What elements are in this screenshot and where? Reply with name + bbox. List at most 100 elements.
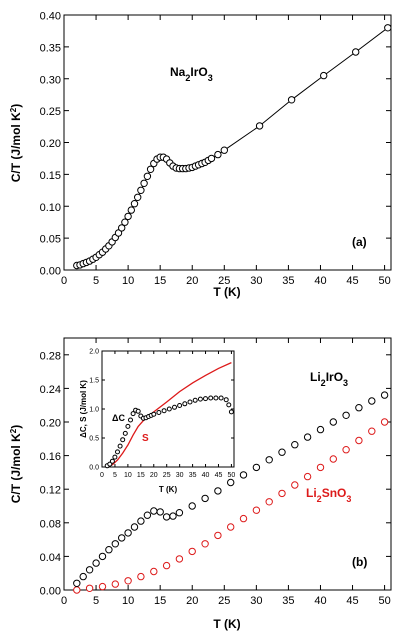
data-point (239, 514, 248, 523)
panel-b-x-axis-label: T (K) (213, 617, 240, 631)
x-tick-label: 5 (113, 472, 117, 479)
panel-a-y-axis-label: C/T (J/mol K2) (9, 104, 24, 182)
data-point (303, 433, 312, 441)
x-tick-label: 35 (282, 595, 294, 607)
data-point (380, 391, 389, 399)
x-tick-label: 15 (154, 595, 166, 607)
data-point (124, 577, 132, 585)
data-point (303, 472, 312, 481)
inset-x-axis-label: T (K) (159, 485, 178, 494)
y-tick-label: 0.00 (40, 586, 61, 598)
data-point (384, 24, 392, 32)
y-tick-label: 0.20 (40, 138, 61, 150)
data-point (172, 404, 177, 410)
data-point (227, 478, 235, 487)
data-point (111, 540, 120, 548)
panel-a-frame (63, 14, 392, 271)
inset-y-axis-label: ΔC, S (J/mol K) (79, 380, 88, 438)
data-point (208, 395, 214, 401)
data-point (192, 397, 198, 403)
data-point (252, 463, 261, 472)
data-point (143, 511, 152, 519)
x-tick-label: 5 (93, 275, 99, 287)
y-tick-label: 0.24 (40, 384, 61, 396)
data-point (122, 430, 128, 436)
data-point (137, 186, 145, 195)
data-point (177, 403, 183, 408)
data-point (342, 446, 350, 454)
x-tick-label: 25 (218, 275, 230, 287)
x-tick-label: 0 (61, 595, 67, 607)
data-point (140, 179, 148, 188)
data-point (92, 559, 100, 567)
x-tick-label: 40 (202, 472, 210, 479)
y-tick-label: 0.0 (89, 465, 99, 472)
panel-a-label: (a) (352, 235, 367, 249)
x-tick-label: 15 (154, 275, 166, 287)
data-point (316, 425, 325, 434)
y-tick-label: 0.28 (40, 350, 61, 362)
x-tick-label: 25 (163, 472, 171, 479)
y-tick-label: 0.00 (40, 266, 61, 278)
data-point (201, 494, 209, 503)
data-point (98, 582, 107, 591)
data-point (278, 489, 286, 498)
x-tick-label: 20 (186, 275, 198, 287)
x-tick-label: 10 (122, 595, 134, 607)
data-point (188, 547, 196, 556)
data-point (134, 193, 142, 202)
x-tick-label: 20 (150, 472, 158, 479)
data-point (287, 96, 296, 104)
data-point (169, 512, 177, 520)
data-point (197, 396, 203, 402)
x-tick-label: 20 (186, 595, 198, 607)
x-tick-label: 50 (378, 275, 390, 287)
data-point (368, 397, 376, 405)
data-point (124, 212, 132, 221)
panel-b-label: (b) (352, 555, 367, 569)
panel-b-axes: 0 5 10 15 20 25 30 35 40 45 500.000.040.080.120.16… (40, 338, 391, 607)
x-tick-label: 0 (61, 275, 67, 287)
data-point (214, 531, 222, 540)
inset-delta-c-label: ΔC (112, 413, 125, 423)
data-point (255, 122, 264, 130)
x-tick-label: 35 (189, 472, 197, 479)
x-tick-label: 40 (314, 595, 326, 607)
x-tick-label: 10 (124, 472, 132, 479)
x-tick-label: 5 (93, 595, 99, 607)
panel-a-compound-label: Na2IrO3 (170, 65, 213, 83)
y-tick-label: 0.12 (40, 485, 61, 497)
panel-a-axes: 0 5 10 15 20 25 30 35 40 45 50 0.00 0.05 0.10 0.15 0.20… (40, 11, 391, 287)
data-point (329, 418, 337, 426)
data-point (182, 401, 188, 407)
panel-b-series (73, 391, 389, 594)
data-point (252, 506, 261, 514)
data-point (105, 546, 113, 554)
data-point (175, 555, 184, 563)
data-point (278, 448, 286, 456)
y-tick-label: 0.04 (40, 552, 61, 564)
data-point (121, 218, 129, 226)
panel-b: 0 5 10 15 20 25 30 35 40 45 500.000.040.080.120.16… (9, 337, 392, 631)
data-point (156, 410, 162, 415)
data-point (117, 443, 123, 449)
data-point (118, 534, 126, 542)
x-tick-label: 30 (250, 595, 262, 607)
data-point (130, 523, 139, 531)
series-label-li2sno3: Li2SnO3 (306, 486, 351, 504)
data-point (175, 509, 184, 517)
data-point (265, 498, 273, 506)
data-point (355, 436, 363, 445)
y-tick-label: 0.15 (40, 170, 61, 182)
data-point (355, 404, 363, 412)
inset-series (104, 362, 234, 469)
inset-chart: 0 5 10 15 20 25 30 35 40 45 50 0.0 0.5 1.0 1.5 2.0 T (K… (79, 349, 235, 495)
y-tick-label: 2.0 (89, 349, 99, 356)
x-tick-label: 50 (228, 472, 236, 479)
data-point (223, 397, 229, 403)
data-point (214, 150, 222, 159)
y-tick-label: 0.10 (40, 202, 61, 214)
x-tick-label: 0 (100, 472, 104, 479)
x-tick-label: 30 (176, 472, 184, 479)
